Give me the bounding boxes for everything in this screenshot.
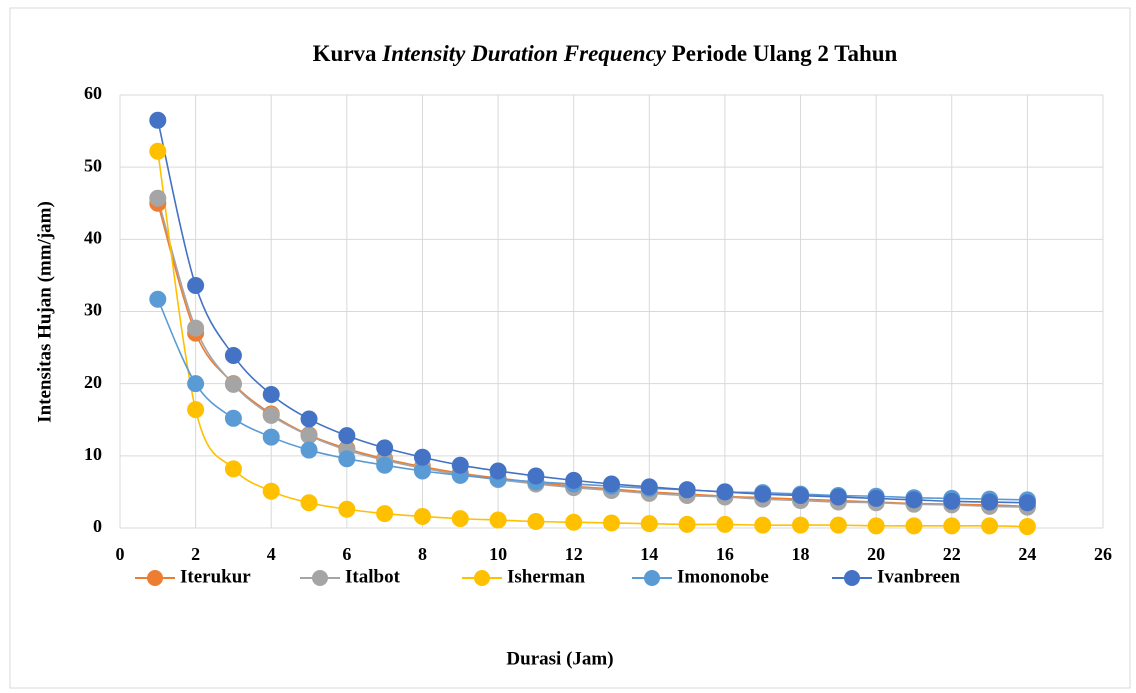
marker	[262, 428, 280, 446]
x-tick-label: 14	[640, 544, 658, 564]
x-tick-label: 16	[716, 544, 734, 564]
marker	[867, 489, 885, 507]
marker	[1018, 494, 1036, 512]
marker	[338, 450, 356, 468]
marker	[224, 460, 242, 478]
legend-marker	[474, 570, 490, 586]
marker	[1018, 518, 1036, 536]
x-tick-label: 22	[943, 544, 961, 564]
marker	[262, 482, 280, 500]
legend-label: Ivanbreen	[877, 566, 960, 587]
marker	[489, 511, 507, 529]
marker	[603, 514, 620, 532]
marker	[905, 491, 923, 509]
marker	[565, 471, 583, 489]
x-axis-title: Durasi (Jam)	[506, 648, 613, 669]
marker	[527, 467, 545, 485]
x-tick-label: 18	[792, 544, 810, 564]
title-part: Periode Ulang 2 Tahun	[672, 41, 898, 66]
title-part: Kurva	[313, 41, 377, 66]
marker	[451, 456, 469, 474]
marker	[262, 406, 280, 424]
marker	[603, 475, 620, 493]
marker	[792, 516, 810, 534]
marker	[224, 375, 242, 393]
legend-label: Isherman	[507, 566, 586, 587]
marker	[716, 483, 734, 501]
legend-label: Imononobe	[677, 566, 769, 587]
marker	[754, 516, 772, 534]
marker	[678, 481, 696, 499]
marker	[376, 505, 394, 523]
marker	[943, 492, 961, 510]
marker	[640, 515, 658, 533]
marker	[262, 385, 280, 403]
legend-label: Iterukur	[180, 566, 251, 587]
marker	[187, 401, 205, 419]
y-tick-label: 60	[84, 83, 102, 103]
marker	[489, 462, 507, 480]
marker	[678, 515, 696, 533]
x-tick-label: 10	[489, 544, 507, 564]
marker	[149, 142, 167, 160]
title-part: Intensity Duration Frequency	[381, 41, 666, 66]
marker	[829, 488, 847, 506]
marker	[224, 347, 242, 365]
marker	[149, 290, 167, 308]
x-tick-label: 20	[867, 544, 885, 564]
marker	[300, 494, 318, 512]
y-tick-label: 50	[84, 155, 102, 175]
marker	[187, 375, 205, 393]
x-tick-label: 0	[116, 544, 125, 564]
marker	[943, 517, 961, 535]
chart-border	[9, 7, 1131, 689]
legend-marker	[312, 570, 328, 586]
y-tick-label: 10	[84, 444, 102, 464]
marker	[792, 487, 810, 505]
legend-marker	[644, 570, 660, 586]
marker	[981, 493, 999, 511]
marker	[300, 441, 318, 459]
legend-label: Italbot	[345, 566, 401, 587]
marker	[376, 439, 394, 457]
marker	[905, 517, 923, 535]
marker	[224, 409, 242, 427]
marker	[451, 510, 469, 528]
marker	[413, 507, 431, 525]
marker	[640, 478, 658, 496]
x-tick-label: 4	[267, 544, 276, 564]
marker	[149, 111, 167, 129]
x-tick-label: 12	[565, 544, 583, 564]
marker	[187, 319, 205, 337]
marker	[187, 277, 205, 295]
marker	[338, 500, 356, 518]
chart-title: Kurva Intensity Duration Frequency Perio…	[313, 41, 898, 66]
x-tick-label: 26	[1094, 544, 1112, 564]
y-tick-label: 0	[93, 516, 102, 536]
y-axis-title: Intensitas Hujan (mm/jam)	[34, 201, 55, 423]
marker	[565, 513, 583, 531]
x-tick-label: 2	[191, 544, 200, 564]
y-tick-label: 40	[84, 227, 102, 247]
x-tick-label: 6	[342, 544, 351, 564]
marker	[300, 410, 318, 428]
marker	[300, 427, 318, 445]
y-tick-label: 20	[84, 372, 102, 392]
marker	[829, 516, 847, 534]
x-tick-label: 24	[1018, 544, 1036, 564]
legend-marker	[844, 570, 860, 586]
marker	[149, 189, 167, 207]
legend-marker	[147, 570, 163, 586]
y-tick-label: 30	[84, 300, 102, 320]
marker	[413, 448, 431, 466]
marker	[376, 456, 394, 474]
marker	[527, 513, 545, 531]
x-tick-label: 8	[418, 544, 427, 564]
marker	[867, 517, 885, 535]
marker	[981, 517, 999, 535]
marker	[716, 515, 734, 533]
marker	[338, 427, 356, 445]
marker	[754, 485, 772, 503]
